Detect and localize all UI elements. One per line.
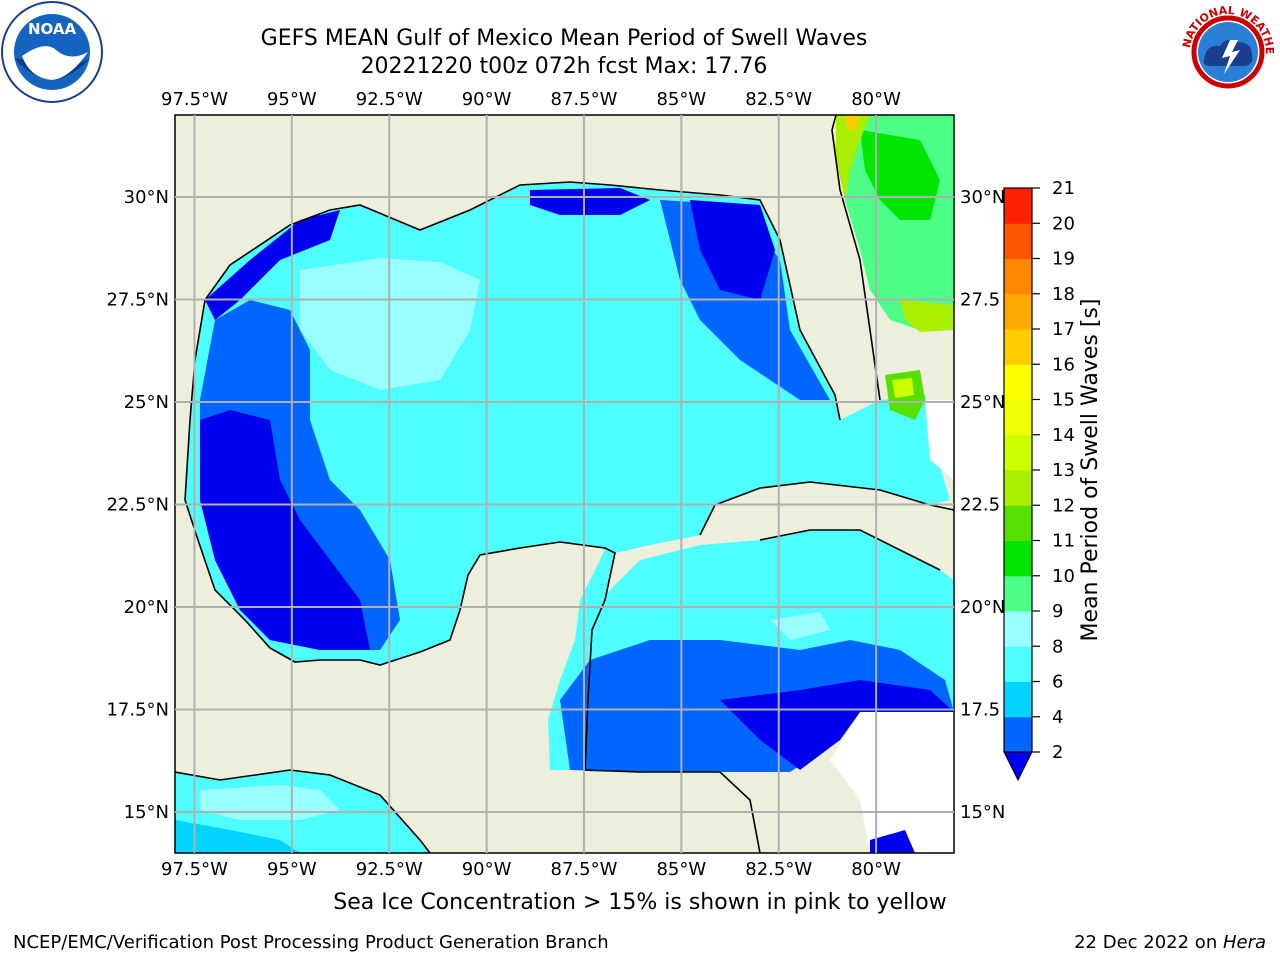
colorbar-swatch xyxy=(1004,364,1032,400)
colorbar-tick-label: 21 xyxy=(1052,178,1075,199)
colorbar-swatch xyxy=(1004,646,1032,682)
colorbar-tick-label: 4 xyxy=(1052,707,1063,728)
colorbar-tick-label: 6 xyxy=(1052,672,1063,693)
noaa-logo: NOAA xyxy=(1,1,103,103)
footer-left: NCEP/EMC/Verification Post Processing Pr… xyxy=(13,932,609,953)
colorbar-swatch xyxy=(1004,470,1032,506)
colorbar-swatch xyxy=(1004,223,1032,259)
colorbar-tick-label: 19 xyxy=(1052,249,1075,270)
colorbar-swatch xyxy=(1004,505,1032,541)
lat-label-left: 17.5°N xyxy=(106,700,169,721)
lat-label-right: 22.5 xyxy=(960,495,1000,516)
colorbar-tick-label: 8 xyxy=(1052,636,1063,657)
lon-label-bottom: 82.5°W xyxy=(745,859,812,880)
lon-label-top: 80°W xyxy=(851,89,901,110)
colorbar-swatch xyxy=(1004,540,1032,577)
lat-label-right: 27.5 xyxy=(960,290,1000,311)
colorbar-tick-label: 11 xyxy=(1052,531,1075,552)
lon-label-bottom: 87.5°W xyxy=(551,859,618,880)
colorbar-tick-label: 13 xyxy=(1052,460,1075,481)
colorbar-label: Mean Period of Swell Waves [s] xyxy=(1078,299,1103,642)
lon-label-top: 87.5°W xyxy=(551,89,618,110)
colorbar-swatch xyxy=(1004,681,1032,718)
chart-title: GEFS MEAN Gulf of Mexico Mean Period of … xyxy=(260,26,868,51)
colorbar-tick-label: 10 xyxy=(1052,566,1075,587)
footer-date: 22 Dec 2022 on xyxy=(1074,932,1223,953)
colorbar-tick-label: 16 xyxy=(1052,354,1075,375)
lon-label-bottom: 80°W xyxy=(851,859,901,880)
lon-label-bottom: 97.5°W xyxy=(161,859,228,880)
lat-label-left: 25°N xyxy=(124,392,169,413)
lat-label-right: 17.5 xyxy=(960,700,1000,721)
colorbar-tick-label: 18 xyxy=(1052,284,1075,305)
colorbar: 2 4 6 8 9 10 11 12 13 14 15 16 17 18 19 20 21 Mean Perio… xyxy=(1003,178,1103,782)
lat-label-right: 20°N xyxy=(960,597,1005,618)
lon-label-top: 92.5°W xyxy=(356,89,423,110)
footer-host: Hera xyxy=(1222,932,1266,953)
colorbar-swatch xyxy=(1004,258,1032,295)
lat-label-right: 30°N xyxy=(960,187,1005,208)
sea-ice-note: Sea Ice Concentration > 15% is shown in … xyxy=(333,890,947,915)
lon-label-top: 97.5°W xyxy=(161,89,228,110)
colorbar-tick-label: 12 xyxy=(1052,495,1075,516)
lat-label-left: 15°N xyxy=(124,802,169,823)
lat-label-right: 25°N xyxy=(960,392,1005,413)
colorbar-tick-label: 15 xyxy=(1052,390,1075,411)
lat-label-right: 15°N xyxy=(960,802,1005,823)
colorbar-swatch xyxy=(1004,611,1032,647)
colorbar-tick-label: 20 xyxy=(1052,213,1075,234)
chart-subtitle: 20221220 t00z 072h fcst Max: 17.76 xyxy=(360,54,768,79)
colorbar-under-arrow xyxy=(1003,751,1033,782)
colorbar-swatch xyxy=(1004,188,1032,224)
graticule xyxy=(175,115,954,853)
lon-label-bottom: 95°W xyxy=(267,859,317,880)
lat-label-left: 27.5°N xyxy=(106,290,169,311)
lat-label-left: 22.5°N xyxy=(106,495,169,516)
colorbar-swatch xyxy=(1004,575,1032,612)
colorbar-tick-label: 17 xyxy=(1052,319,1075,340)
footer-right: 22 Dec 2022 on Hera xyxy=(1074,932,1266,953)
colorbar-swatch xyxy=(1004,399,1032,436)
lon-label-bottom: 90°W xyxy=(462,859,512,880)
colorbar-swatch xyxy=(1004,293,1032,330)
colorbar-swatch xyxy=(1004,434,1032,471)
lon-label-bottom: 92.5°W xyxy=(356,859,423,880)
colorbar-tick-label: 9 xyxy=(1052,601,1063,622)
lon-label-bottom: 85°W xyxy=(656,859,706,880)
lat-label-left: 20°N xyxy=(124,597,169,618)
lon-label-top: 95°W xyxy=(267,89,317,110)
colorbar-tick-label: 2 xyxy=(1052,742,1063,763)
colorbar-tick-label: 14 xyxy=(1052,425,1075,446)
colorbar-swatch xyxy=(1004,716,1032,753)
lon-label-top: 85°W xyxy=(656,89,706,110)
lat-label-left: 30°N xyxy=(124,187,169,208)
lon-label-top: 82.5°W xyxy=(745,89,812,110)
lon-label-top: 90°W xyxy=(462,89,512,110)
svg-text:NOAA: NOAA xyxy=(28,20,77,38)
nws-logo: NATIONAL WEATHER SERVICE xyxy=(1176,0,1278,102)
colorbar-swatch xyxy=(1004,329,1032,365)
